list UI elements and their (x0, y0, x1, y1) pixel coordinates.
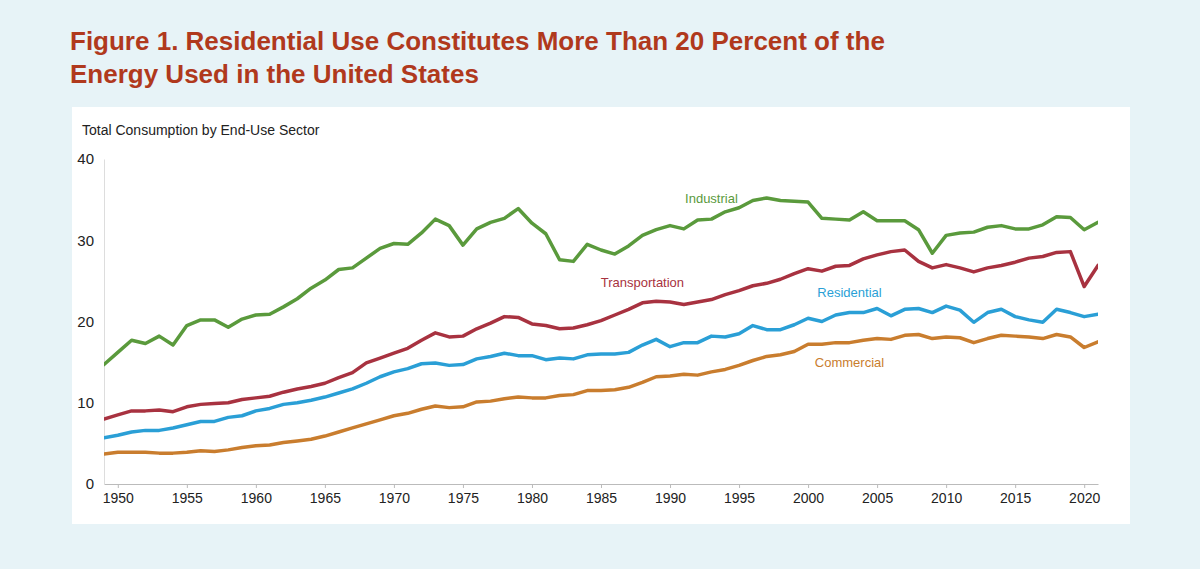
x-tick-label: 1980 (517, 490, 548, 506)
x-tick: 2000 (793, 484, 824, 506)
x-tick: 2020 (1069, 484, 1100, 506)
series-label: Residential (817, 285, 881, 300)
chart-title: Figure 1. Residential Use Constitutes Mo… (70, 25, 970, 91)
y-axis-label: Total Consumption by End-Use Sector (82, 122, 320, 138)
series-line (104, 335, 1098, 454)
x-tick-label: 1950 (103, 490, 134, 506)
x-tick-label: 2015 (1000, 490, 1031, 506)
x-tick: 1995 (724, 484, 755, 506)
y-tick-label: 10 (77, 394, 94, 411)
y-tick-label: 0 (86, 475, 94, 492)
x-tick: 1975 (448, 484, 479, 506)
x-tick: 2010 (931, 484, 962, 506)
x-tick-label: 1955 (172, 490, 203, 506)
x-tick-mark (877, 484, 878, 488)
x-tick-mark (1084, 484, 1085, 488)
x-tick-label: 2020 (1069, 490, 1100, 506)
x-tick: 1965 (310, 484, 341, 506)
x-tick: 1955 (172, 484, 203, 506)
y-tick: 20 (77, 313, 104, 330)
x-tick-mark (118, 484, 119, 488)
x-tick: 1960 (241, 484, 272, 506)
x-tick-mark (601, 484, 602, 488)
x-tick-label: 1970 (379, 490, 410, 506)
x-tick-label: 1995 (724, 490, 755, 506)
x-tick-label: 1990 (655, 490, 686, 506)
x-tick-mark (394, 484, 395, 488)
panel (72, 107, 1130, 524)
x-tick-label: 2005 (862, 490, 893, 506)
x-tick-label: 1975 (448, 490, 479, 506)
series-label: Industrial (685, 191, 738, 206)
y-tick: 0 (86, 475, 104, 492)
x-tick-mark (946, 484, 947, 488)
x-tick: 1970 (379, 484, 410, 506)
x-tick: 1985 (586, 484, 617, 506)
x-tick-mark (808, 484, 809, 488)
y-tick-label: 30 (77, 232, 94, 249)
x-tick-mark (670, 484, 671, 488)
x-tick: 1980 (517, 484, 548, 506)
plot-area (104, 198, 1098, 454)
series-label: Commercial (815, 355, 884, 370)
series-label: Transportation (601, 275, 684, 290)
y-tick: 30 (77, 232, 104, 249)
y-axis: 0 10 20 30 40 (77, 150, 104, 492)
y-tick: 40 (77, 150, 104, 167)
y-tick: 10 (77, 394, 104, 411)
x-tick: 2015 (1000, 484, 1031, 506)
x-tick-label: 1960 (241, 490, 272, 506)
x-tick: 2005 (862, 484, 893, 506)
x-tick-mark (256, 484, 257, 488)
chart: Total Consumption by End-Use Sector19501… (0, 0, 1200, 569)
series-line (104, 250, 1098, 419)
y-axis-line (104, 160, 105, 485)
x-tick: 1950 (103, 484, 134, 506)
x-tick-label: 1985 (586, 490, 617, 506)
x-tick-mark (187, 484, 188, 488)
series-line (104, 198, 1098, 365)
x-tick-mark (532, 484, 533, 488)
x-tick-label: 2010 (931, 490, 962, 506)
x-tick-mark (463, 484, 464, 488)
x-tick-label: 1965 (310, 490, 341, 506)
x-tick-mark (739, 484, 740, 488)
series-labels: Industrial Transportation Residential Comme… (601, 191, 885, 370)
x-tick-label: 2000 (793, 490, 824, 506)
y-tick-label: 40 (77, 150, 94, 167)
y-tick-label: 20 (77, 313, 94, 330)
series-line (104, 306, 1098, 438)
x-tick-mark (325, 484, 326, 488)
x-tick-mark (1015, 484, 1016, 488)
x-tick: 1990 (655, 484, 686, 506)
x-axis: 1950 1955 1960 1965 1970 1975 1980 1985 1990 1995… (103, 484, 1101, 506)
